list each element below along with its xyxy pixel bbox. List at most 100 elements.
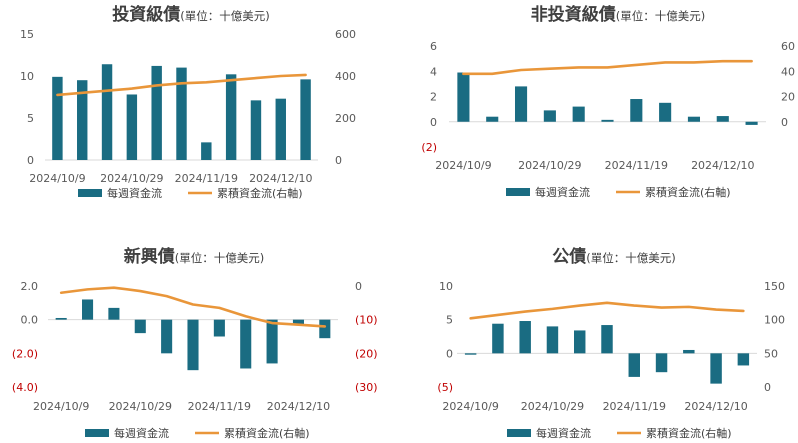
x-tick-label: 2024/10/29	[109, 400, 172, 413]
y-right-tick-label: (20)	[355, 347, 378, 360]
bar-weekly-flow	[710, 353, 722, 384]
bar-weekly-flow	[292, 319, 304, 325]
bar-weekly-flow	[519, 321, 531, 354]
bar-weekly-flow	[187, 319, 199, 371]
x-tick-label: 2024/10/29	[521, 400, 584, 413]
bar-weekly-flow	[101, 64, 113, 160]
y-left-tick-label: 5	[27, 112, 34, 125]
y-right-tick-label: (30)	[355, 381, 378, 394]
bar-weekly-flow	[546, 326, 559, 354]
chart-title-unit: (單位：十億美元)	[586, 251, 675, 265]
line-cumulative-flow	[462, 59, 753, 76]
x-tick-label: 2024/11/19	[188, 400, 251, 413]
bar-weekly-flow	[266, 319, 278, 364]
chart-title: 新興債(單位：十億美元)	[124, 246, 264, 267]
bar-weekly-flow	[745, 121, 758, 125]
legend-bar-swatch	[78, 189, 102, 197]
legend-bar-label: 每週資金流	[535, 185, 590, 199]
x-tick-label: 2024/10/29	[100, 172, 163, 185]
y-left-tick-label: 5	[446, 314, 453, 327]
bar-weekly-flow	[514, 86, 528, 122]
y-left-tick-label: 15	[20, 28, 34, 41]
line-cumulative-flow	[469, 301, 745, 320]
bar-weekly-flow	[486, 116, 499, 122]
x-tick-label: 2024/12/10	[267, 400, 330, 413]
y-right-tick-label: 600	[335, 28, 356, 41]
legend-line-label: 累積資金流(右軸)	[646, 426, 732, 440]
y-right-tick-label: (10)	[355, 314, 378, 327]
bar-weekly-flow	[55, 317, 67, 320]
bar-weekly-flow	[161, 319, 173, 354]
chart-svg: 投資級債(單位：十億美元) 15 10 5 0 600 400 200 0 2024/10/9 20…	[20, 4, 356, 200]
y-right-tick-label: 100	[764, 314, 785, 327]
y-left-tick-label: 10	[439, 280, 453, 293]
bar-weekly-flow	[77, 80, 88, 160]
x-tick-label: 2024/10/29	[518, 159, 581, 172]
chart-title-unit: (單位：十億美元)	[616, 9, 705, 23]
line-cumulative-flow	[56, 73, 307, 97]
y-right-tick-label: 150	[764, 280, 785, 293]
chart-title-main: 非投資級債	[531, 4, 616, 25]
chart-title-unit: (單位：十億美元)	[180, 9, 269, 23]
y-left-tick-label: 10	[20, 70, 34, 83]
legend-bar-label: 每週資金流	[536, 426, 591, 440]
x-tick-label: 2024/10/9	[33, 400, 89, 413]
bar-weekly-flow	[543, 110, 556, 122]
legend-bar-label: 每週資金流	[114, 426, 169, 440]
y-left-tick-label: (2.0)	[12, 347, 38, 360]
bar-weekly-flow	[176, 67, 187, 160]
bar-weekly-flow	[250, 100, 262, 160]
bar-weekly-flow	[572, 106, 585, 122]
bar-weekly-flow	[275, 98, 286, 160]
legend-line-label: 累積資金流(右軸)	[645, 185, 731, 199]
y-left-tick-label: (5)	[437, 381, 453, 394]
bar-weekly-flow	[716, 116, 729, 122]
x-tick-label: 2024/12/10	[249, 172, 312, 185]
bar-weekly-flow	[126, 94, 138, 160]
chart-panel-high-yield: 非投資級債(單位：十億美元) 6 4 2 0 (2) 60 40 20 0 2024/10/9 202…	[399, 0, 798, 222]
bar-weekly-flow	[630, 99, 643, 122]
chart-title: 公債(單位：十億美元)	[552, 246, 675, 267]
bar-weekly-flow	[574, 330, 586, 354]
y-right-tick-label: 40	[781, 65, 795, 78]
chart-panel-treasury: 公債(單位：十億美元) 10 5 0 (5) 150 100 50 0 2024/10/9 2024…	[399, 222, 798, 443]
legend-line-label: 累積資金流(右軸)	[217, 186, 303, 200]
bar-weekly-flow	[601, 119, 614, 122]
y-right-tick-label: 0	[335, 154, 342, 167]
y-left-tick-label: (2)	[421, 141, 437, 154]
bar-weekly-flow	[737, 353, 750, 366]
legend-bar-label: 每週資金流	[107, 186, 162, 200]
legend-bar-swatch	[506, 188, 530, 196]
bar-weekly-flow	[683, 349, 695, 354]
y-left-tick-label: 0	[27, 154, 34, 167]
bar-weekly-flow	[300, 79, 311, 160]
bar-weekly-flow	[225, 74, 237, 160]
bar-weekly-flow	[52, 76, 63, 160]
x-tick-label: 2024/10/9	[435, 159, 491, 172]
y-right-tick-label: 20	[781, 91, 795, 104]
y-right-tick-label: 0	[781, 116, 788, 129]
y-right-tick-label: 400	[335, 70, 356, 83]
legend-bar-swatch	[507, 429, 531, 437]
y-right-tick-label: 0	[764, 381, 771, 394]
bar-weekly-flow	[659, 102, 672, 122]
x-tick-label: 2024/11/19	[605, 159, 668, 172]
legend-bar-swatch	[85, 429, 109, 437]
y-left-tick-label: 2.0	[21, 280, 39, 293]
chart-panel-investment-grade: 投資級債(單位：十億美元) 15 10 5 0 600 400 200 0 2024/10/9 20…	[0, 0, 399, 222]
chart-title-main: 公債	[552, 246, 586, 267]
bar-weekly-flow	[201, 142, 212, 160]
bar-weekly-flow	[134, 319, 146, 334]
y-right-tick-label: 0	[355, 280, 362, 293]
chart-svg: 新興債(單位：十億美元) 2.0 0.0 (2.0) (4.0) 0 (10) (20) (30…	[12, 246, 378, 440]
bar-weekly-flow	[687, 116, 701, 122]
y-left-tick-label: 4	[430, 65, 437, 78]
chart-title-unit: (單位：十億美元)	[175, 251, 264, 265]
y-right-tick-label: 50	[764, 347, 778, 360]
x-tick-label: 2024/12/10	[684, 400, 747, 413]
bar-weekly-flow	[240, 319, 252, 369]
y-left-tick-label: 0	[430, 116, 437, 129]
bar-weekly-flow	[464, 353, 477, 355]
